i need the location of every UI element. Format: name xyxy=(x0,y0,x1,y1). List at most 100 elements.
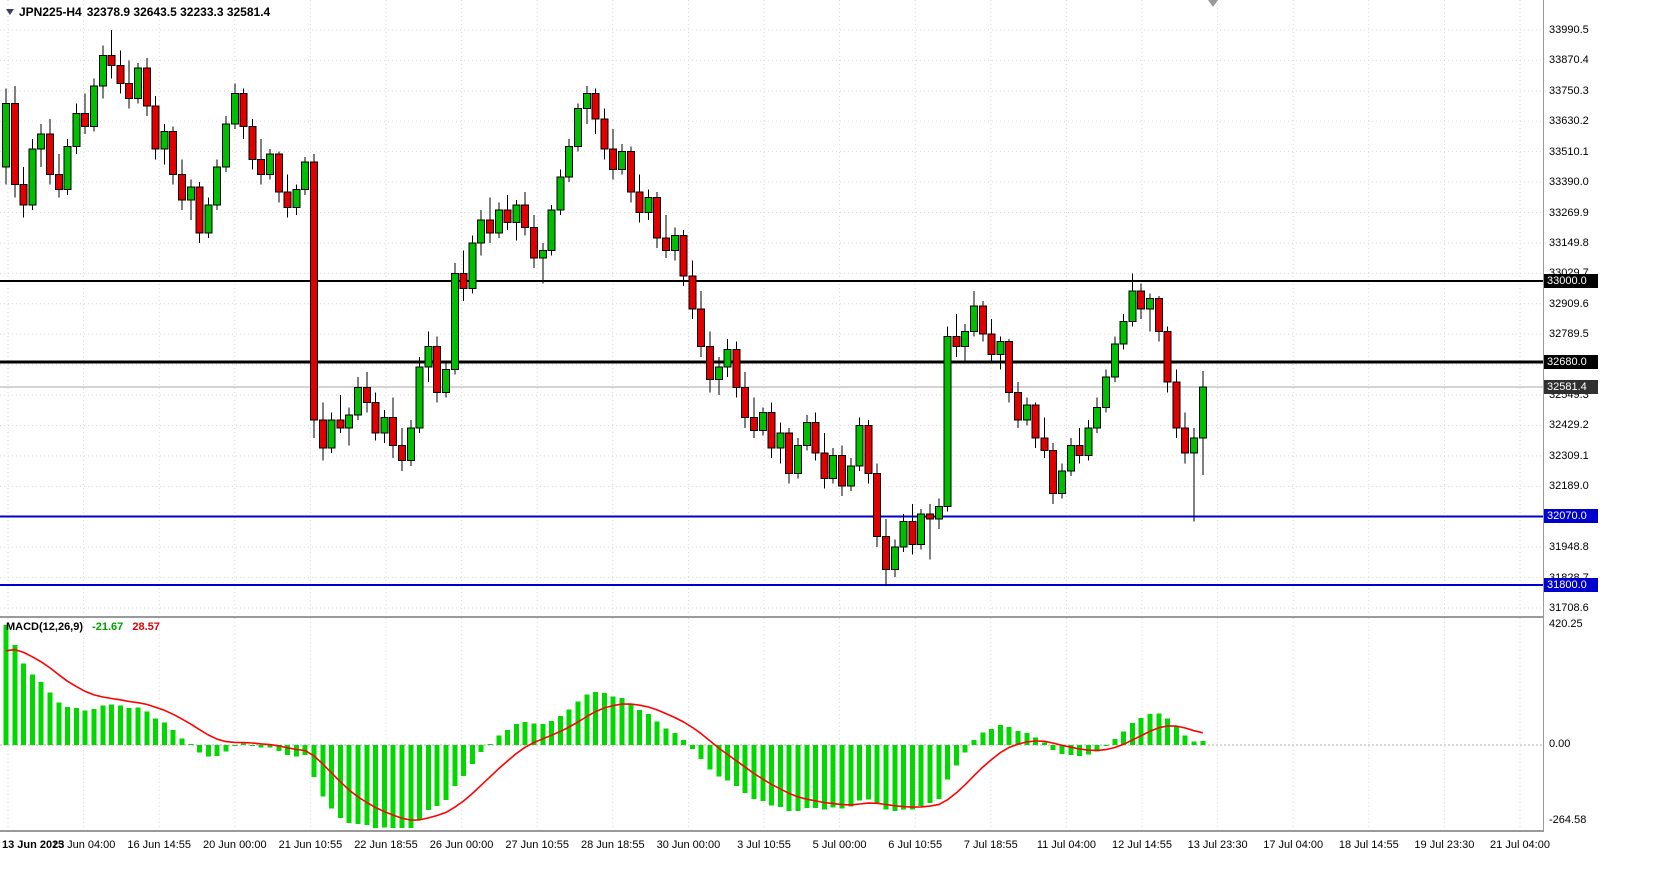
candle-body xyxy=(1181,427,1190,454)
price-chart-panel[interactable] xyxy=(0,0,1543,616)
candle xyxy=(934,498,943,530)
candle xyxy=(723,339,732,378)
macd-histogram-bar xyxy=(355,745,361,825)
candle-body xyxy=(899,521,908,548)
candle xyxy=(670,227,679,261)
candle xyxy=(354,377,362,421)
panel-separator[interactable] xyxy=(0,830,1671,832)
candle xyxy=(1137,283,1146,319)
price-tick-label: 33149.8 xyxy=(1549,236,1589,249)
macd-histogram-bar xyxy=(971,739,977,745)
macd-histogram-bar xyxy=(1006,726,1012,745)
time-axis[interactable]: 13 Jun 2023 15 Jun 04:00 16 Jun 14:55 20 Ju… xyxy=(0,832,1671,889)
macd-histogram-bar xyxy=(408,745,414,828)
candle-body xyxy=(908,521,917,545)
candle-body xyxy=(459,272,468,289)
candle xyxy=(697,291,706,357)
macd-histogram-bar xyxy=(320,745,326,797)
candle xyxy=(433,336,442,403)
macd-histogram-bar xyxy=(962,745,968,753)
time-label: 15 Jun 04:00 xyxy=(51,839,116,851)
candle xyxy=(521,192,530,236)
candle xyxy=(644,189,653,221)
candle xyxy=(1172,369,1181,438)
symbol-dropdown-icon[interactable] xyxy=(6,9,14,15)
candle xyxy=(618,144,626,175)
candle-body xyxy=(19,184,28,206)
macd-histogram-bar xyxy=(12,645,18,745)
candle xyxy=(310,154,318,438)
candle xyxy=(1119,313,1128,350)
candle-body xyxy=(266,153,274,176)
candle xyxy=(899,513,908,552)
macd-histogram-bar xyxy=(38,681,44,745)
candle-body xyxy=(450,272,459,371)
macd-histogram-bar xyxy=(927,745,933,803)
candle xyxy=(1066,437,1075,476)
candle xyxy=(785,427,794,484)
candle xyxy=(794,437,802,479)
candle xyxy=(1110,336,1119,383)
macd-histogram-bar xyxy=(1024,732,1030,745)
candle xyxy=(1128,273,1137,327)
chart-shift-marker-icon[interactable] xyxy=(1208,0,1218,7)
price-axis[interactable]: 33990.5 33870.4 33750.3 33630.2 33510.1 33390… xyxy=(1544,0,1671,832)
macd-indicator-panel[interactable] xyxy=(0,618,1543,830)
candle xyxy=(169,126,178,185)
macd-histogram-bar xyxy=(1094,745,1100,752)
panel-separator[interactable] xyxy=(0,616,1671,618)
candle-body xyxy=(855,424,864,467)
candle xyxy=(732,341,741,398)
candle xyxy=(503,194,512,231)
candle-body xyxy=(2,103,10,168)
macd-histogram-bar xyxy=(3,624,9,745)
candle-body xyxy=(741,386,750,419)
candle-body xyxy=(134,67,142,100)
time-label: 27 Jun 10:55 xyxy=(505,839,569,851)
candle xyxy=(204,197,213,238)
price-tick-label: 32429.2 xyxy=(1549,419,1589,432)
macd-histogram-bar xyxy=(417,745,423,820)
candle-body xyxy=(362,386,371,403)
macd-histogram-bar xyxy=(848,745,854,807)
candle-body xyxy=(688,275,697,310)
candle-body xyxy=(626,151,635,193)
macd-histogram-bar xyxy=(584,694,590,745)
candle xyxy=(248,118,257,170)
candle-body xyxy=(714,366,723,381)
candle xyxy=(336,394,345,433)
candle-body xyxy=(653,196,662,239)
candle xyxy=(292,184,301,216)
candle-body xyxy=(679,234,688,277)
candle-body xyxy=(354,386,362,416)
candle-body xyxy=(1146,298,1154,310)
candle xyxy=(257,139,266,185)
candle xyxy=(125,60,134,109)
candle-body xyxy=(794,445,802,474)
macd-histogram-bar xyxy=(496,735,502,745)
macd-histogram-bar xyxy=(769,745,775,806)
macd-histogram-bar xyxy=(144,711,150,745)
macd-histogram-bar xyxy=(997,725,1003,745)
candle xyxy=(19,166,28,218)
macd-histogram-bar xyxy=(540,723,546,745)
macd-histogram-bar xyxy=(285,745,291,756)
candle xyxy=(970,291,978,337)
candle-body xyxy=(635,191,644,214)
candle-body xyxy=(530,227,538,259)
candle-body xyxy=(178,174,186,201)
price-tick-label: 33630.2 xyxy=(1549,115,1589,128)
candle-body xyxy=(1172,381,1181,429)
macd-histogram-bar xyxy=(364,745,370,826)
price-line-label: 31800.0 xyxy=(1544,577,1598,592)
candle xyxy=(266,149,274,180)
macd-histogram-bar xyxy=(619,698,625,745)
candle-body xyxy=(486,219,494,234)
candle xyxy=(1198,371,1207,476)
candle-body xyxy=(890,546,899,571)
price-line-label: 32070.0 xyxy=(1544,509,1598,524)
macd-value: -21.67 xyxy=(92,621,124,633)
macd-histogram-bar xyxy=(733,745,739,787)
candle xyxy=(996,336,1005,370)
candle-body xyxy=(433,346,442,393)
